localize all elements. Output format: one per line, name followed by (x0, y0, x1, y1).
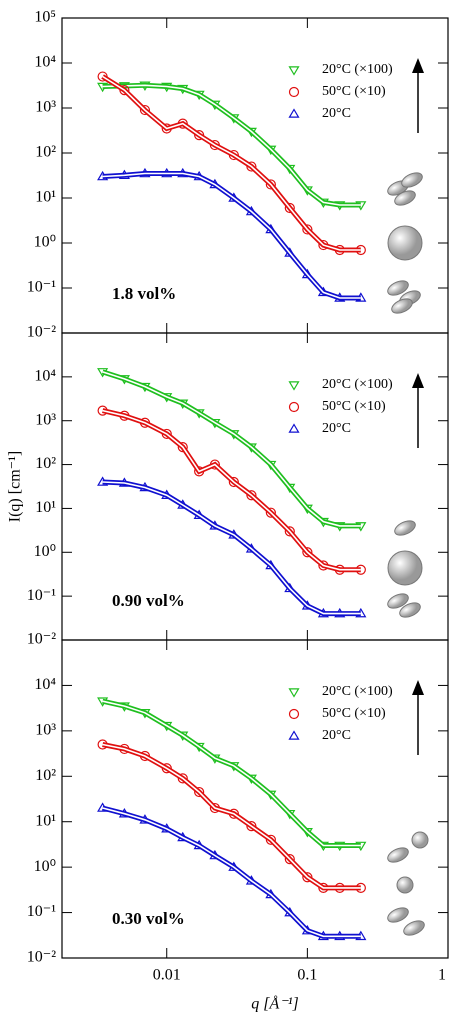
y-tick-label: 10³ (35, 99, 56, 116)
data-point (302, 224, 313, 235)
plot-frame (61, 639, 449, 959)
x-tick-label: 0.01 (153, 967, 181, 984)
y-tick-label: 10³ (35, 722, 56, 739)
legend-marker (288, 730, 300, 740)
particle-icon (401, 172, 423, 188)
y-tick-label: 10⁰ (34, 234, 56, 251)
particle-icon (387, 593, 409, 609)
fit-line-core (102, 172, 361, 299)
panel-label: 0.90 vol% (112, 591, 185, 610)
data-point (228, 476, 239, 488)
particle-icon (396, 876, 414, 894)
fit-line (101, 369, 361, 529)
particle-icon (387, 225, 423, 261)
legend-marker (288, 401, 300, 413)
fit-line (102, 171, 361, 301)
y-tick-label: 10⁴ (34, 54, 56, 71)
fit-line-core (102, 807, 361, 938)
data-point (139, 104, 151, 116)
y-tick-label: 10² (35, 767, 56, 784)
fit-line-core (102, 743, 361, 889)
y-tick-label: 10¹ (35, 499, 56, 516)
fit-line-core (102, 409, 361, 571)
legend-label: 20°C (322, 728, 351, 743)
y-tick-label: 10² (35, 455, 56, 472)
arrow-head (412, 58, 424, 73)
data-point (194, 786, 205, 798)
x-axis-label: q [Å⁻¹] (251, 995, 298, 1013)
panel-label: 0.30 vol% (112, 909, 185, 928)
y-tick-label: 10¹ (35, 189, 56, 206)
particle-icon (399, 602, 421, 618)
data-point (265, 507, 276, 518)
particle-icon (387, 280, 409, 296)
particle-icon (411, 831, 429, 849)
y-axis-label: I(q) [cm⁻¹] (7, 451, 24, 522)
particle-icon (403, 920, 425, 936)
data-point (284, 202, 295, 214)
fit-line-core (102, 481, 361, 615)
fit-line-core (102, 371, 361, 527)
data-point (246, 490, 257, 501)
legend-label: 20°C (322, 106, 351, 121)
particle-icon (394, 190, 416, 206)
legend-label: 20°C (×100) (322, 62, 393, 77)
fit-line (102, 698, 361, 848)
data-point (284, 526, 295, 537)
legend-label: 50°C (×10) (322, 84, 386, 99)
data-point (246, 821, 257, 832)
y-tick-label: 10⁻¹ (27, 903, 56, 920)
arrow-head (412, 373, 424, 388)
legend-label: 20°C (×100) (322, 377, 393, 392)
legend-label: 20°C (322, 421, 351, 436)
legend-marker (288, 381, 300, 391)
data-point (284, 854, 295, 865)
particle-icon (387, 907, 409, 923)
fit-line (101, 74, 361, 253)
y-tick-label: 10³ (35, 411, 56, 428)
legend-label: 20°C (×100) (322, 684, 393, 699)
legend-label: 50°C (×10) (322, 399, 386, 414)
x-tick-label: 0.1 (297, 967, 317, 984)
particle-icon (387, 550, 423, 586)
y-tick-label: 10⁻² (27, 631, 56, 648)
fit-line-core (102, 75, 361, 251)
legend-marker (288, 708, 300, 720)
y-tick-label: 10¹ (35, 812, 56, 829)
data-point (177, 442, 188, 453)
data-point (302, 547, 313, 558)
y-tick-label: 10⁵ (34, 9, 56, 26)
y-tick-label: 10⁰ (34, 543, 56, 560)
legend-marker (288, 688, 300, 698)
y-tick-label: 10⁻² (27, 949, 56, 966)
panel-label: 1.8 vol% (112, 284, 176, 303)
fit-line-core (102, 84, 361, 206)
y-tick-label: 10⁻¹ (27, 587, 56, 604)
data-point (265, 834, 276, 845)
legend-label: 50°C (×10) (322, 706, 386, 721)
legend-marker (288, 86, 300, 98)
y-tick-label: 10⁻¹ (27, 279, 56, 296)
data-point (265, 179, 276, 190)
particle-icon (394, 520, 416, 536)
y-tick-label: 10² (35, 144, 56, 161)
legend-marker (288, 108, 300, 118)
particle-icon (387, 847, 409, 863)
fit-line-core (102, 700, 361, 847)
legend-marker (288, 66, 300, 76)
y-tick-label: 10⁴ (34, 368, 56, 385)
particle-icon (391, 298, 413, 314)
y-tick-label: 10⁰ (34, 858, 56, 875)
arrow-head (412, 680, 424, 695)
legend-marker (288, 423, 300, 433)
x-tick-label: 1 (438, 967, 446, 984)
y-tick-label: 10⁻² (27, 324, 56, 341)
y-tick-label: 10⁴ (34, 676, 56, 693)
